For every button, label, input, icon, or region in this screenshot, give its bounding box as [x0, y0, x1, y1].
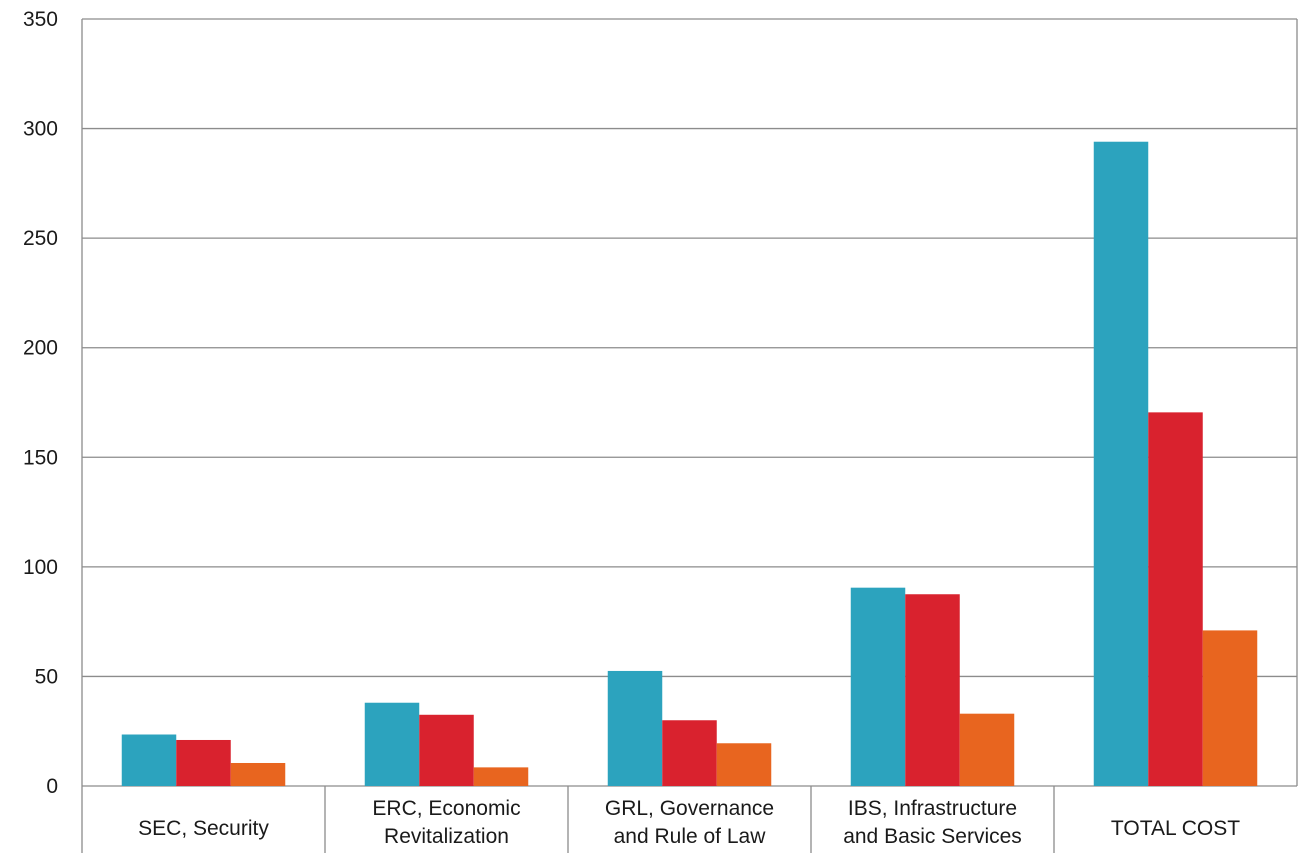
y-tick-label-150: 150 [23, 446, 58, 469]
y-tick-label-0: 0 [46, 775, 58, 798]
bar-series2-cat1 [176, 739, 231, 786]
bar-series1-cat5 [1093, 141, 1149, 787]
bar-series1-cat2 [364, 702, 420, 786]
bar-series3-cat1 [230, 762, 286, 786]
x-category-label-4-line1: IBS, Infrastructure [848, 797, 1017, 820]
x-category-label-3-line2: and Rule of Law [614, 825, 767, 848]
x-category-label-2-line1: ERC, Economic [372, 797, 520, 820]
y-tick-label-200: 200 [23, 337, 58, 360]
y-tick-label-50: 50 [35, 665, 58, 688]
bar-series3-cat5 [1202, 630, 1258, 786]
y-tick-label-100: 100 [23, 556, 58, 579]
bar-series3-cat3 [716, 743, 772, 786]
bar-series1-cat1 [121, 734, 177, 786]
y-tick-label-300: 300 [23, 118, 58, 141]
bar-series2-cat5 [1148, 412, 1203, 786]
y-tick-label-250: 250 [23, 227, 58, 250]
x-category-label-2-line2: Revitalization [384, 825, 509, 848]
bar-series2-cat2 [419, 714, 474, 786]
x-category-label-5: TOTAL COST [1111, 817, 1240, 840]
bar-series2-cat4 [905, 594, 960, 786]
bar-series1-cat3 [607, 670, 663, 786]
bar-series2-cat3 [662, 720, 717, 786]
bar-series3-cat2 [473, 767, 529, 786]
x-category-label-4-line2: and Basic Services [843, 825, 1022, 848]
bar-series3-cat4 [959, 713, 1015, 786]
bar-series1-cat4 [850, 587, 906, 786]
x-category-label-3-line1: GRL, Governance [605, 797, 774, 820]
x-category-label-1: SEC, Security [138, 817, 269, 840]
y-tick-label-350: 350 [23, 8, 58, 31]
